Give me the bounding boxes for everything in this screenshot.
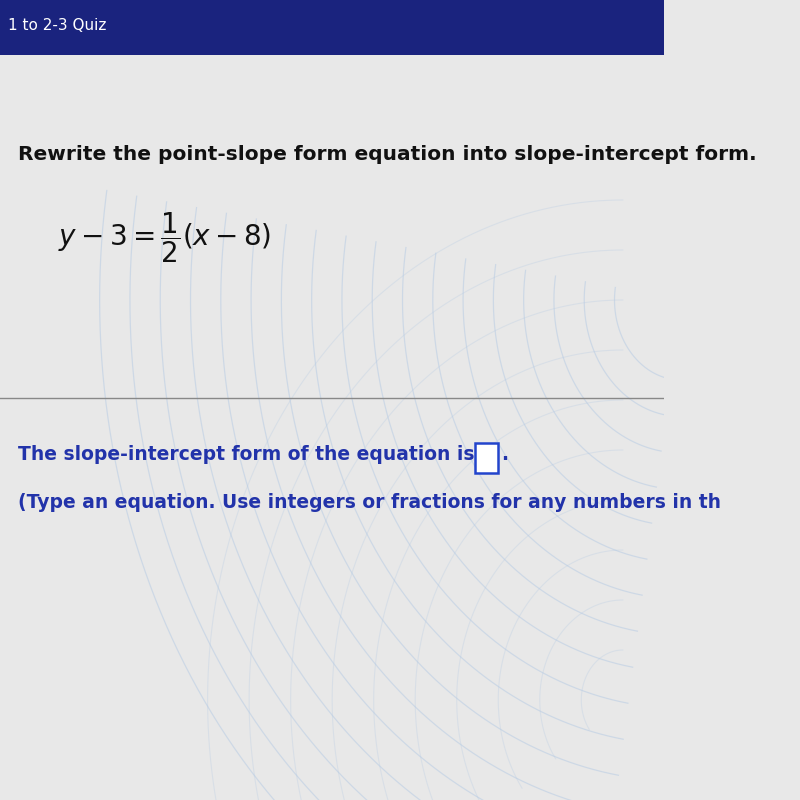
Text: 1 to 2-3 Quiz: 1 to 2-3 Quiz	[8, 18, 106, 33]
Text: .: .	[501, 445, 508, 464]
Text: $y-3=\dfrac{1}{2}(x-8)$: $y-3=\dfrac{1}{2}(x-8)$	[58, 210, 271, 265]
Bar	[475, 443, 498, 473]
Text: Rewrite the point-slope form equation into slope-intercept form.: Rewrite the point-slope form equation in…	[18, 145, 757, 164]
Text: (Type an equation. Use integers or fractions for any numbers in th: (Type an equation. Use integers or fract…	[18, 493, 722, 512]
Bar	[0, 0, 664, 55]
Text: The slope-intercept form of the equation is: The slope-intercept form of the equation…	[18, 445, 474, 464]
